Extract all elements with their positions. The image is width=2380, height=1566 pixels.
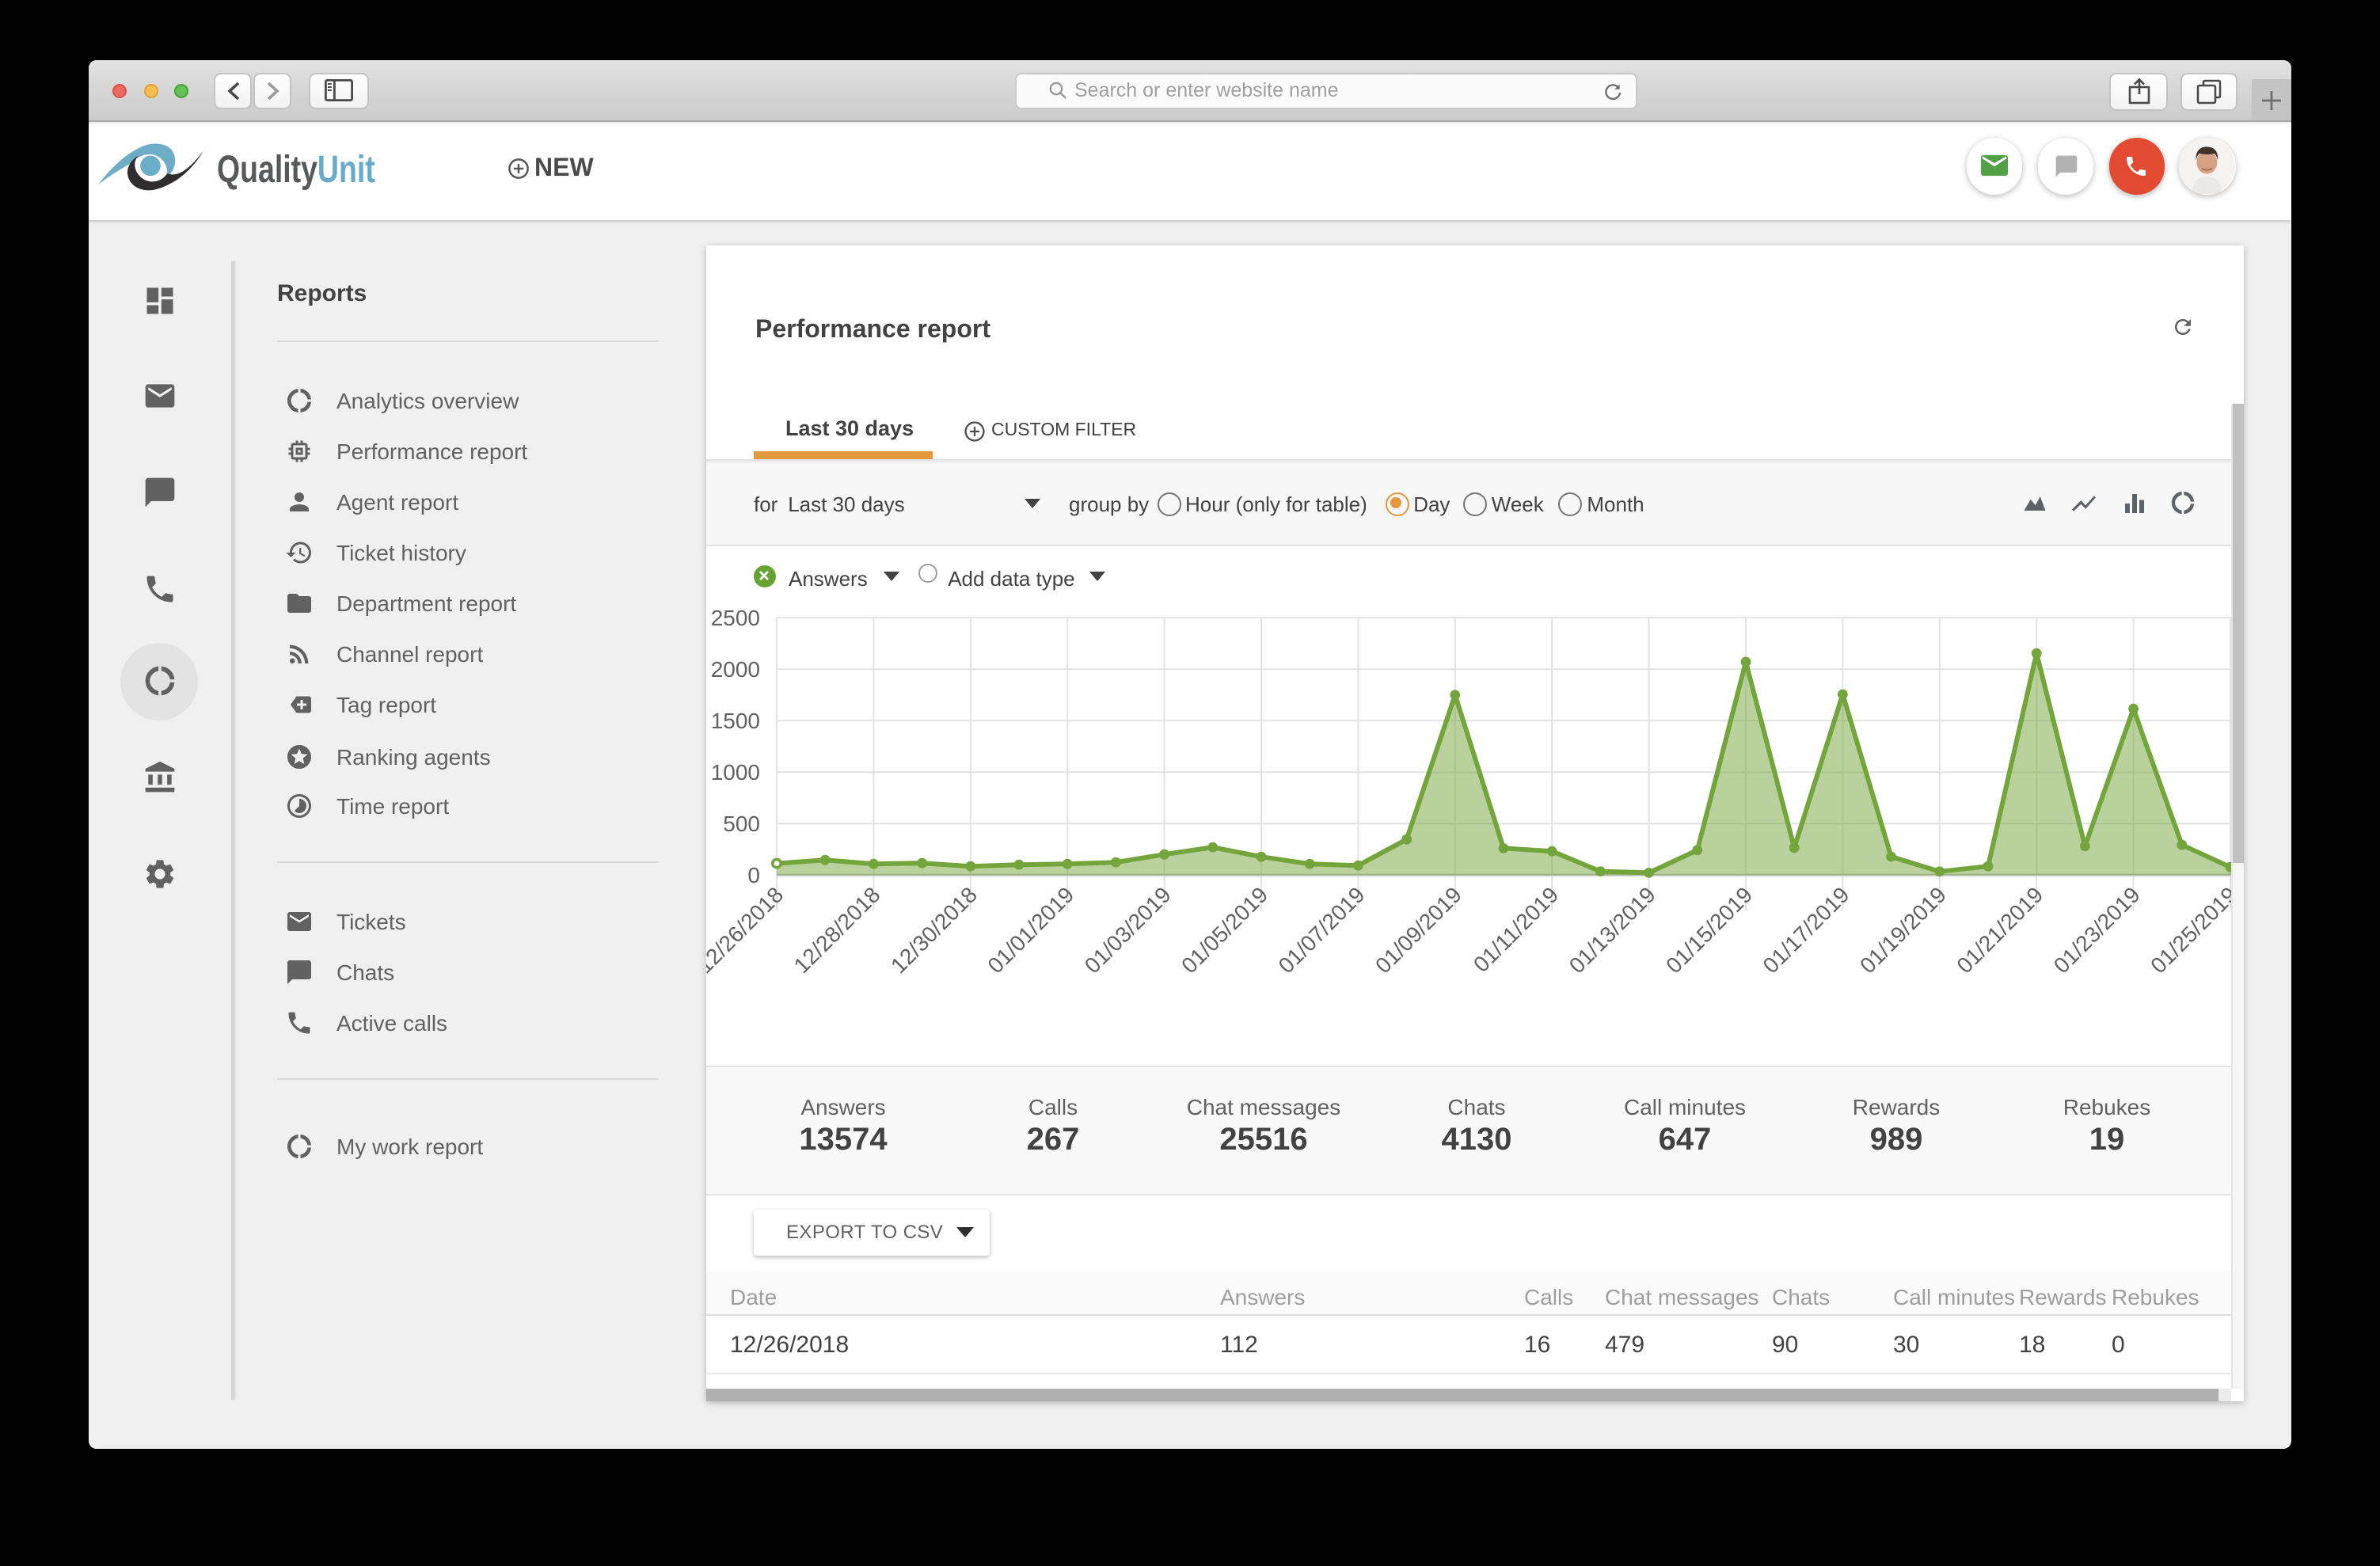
svg-text:01/15/2019: 01/15/2019: [1661, 882, 1757, 978]
svg-text:01/25/2019: 01/25/2019: [2146, 882, 2231, 978]
svg-text:1000: 1000: [711, 760, 760, 785]
svg-text:01/13/2019: 01/13/2019: [1564, 882, 1660, 978]
svg-text:01/05/2019: 01/05/2019: [1177, 882, 1272, 978]
svg-text:2000: 2000: [711, 657, 760, 682]
svg-text:01/07/2019: 01/07/2019: [1274, 882, 1370, 978]
svg-text:01/23/2019: 01/23/2019: [2049, 882, 2145, 978]
svg-text:500: 500: [723, 812, 760, 836]
svg-text:01/01/2019: 01/01/2019: [983, 882, 1078, 978]
svg-text:01/21/2019: 01/21/2019: [1952, 882, 2047, 978]
svg-text:1500: 1500: [711, 709, 760, 733]
svg-text:01/09/2019: 01/09/2019: [1371, 882, 1466, 978]
svg-text:12/26/2018: 12/26/2018: [706, 882, 788, 978]
svg-text:01/17/2019: 01/17/2019: [1758, 882, 1854, 978]
svg-text:01/11/2019: 01/11/2019: [1469, 882, 1564, 977]
svg-text:2500: 2500: [711, 606, 760, 630]
svg-text:0: 0: [747, 863, 760, 888]
svg-text:01/19/2019: 01/19/2019: [1855, 882, 1951, 978]
svg-text:12/30/2018: 12/30/2018: [886, 882, 982, 978]
svg-text:01/03/2019: 01/03/2019: [1080, 882, 1176, 978]
svg-text:12/28/2018: 12/28/2018: [789, 882, 885, 978]
